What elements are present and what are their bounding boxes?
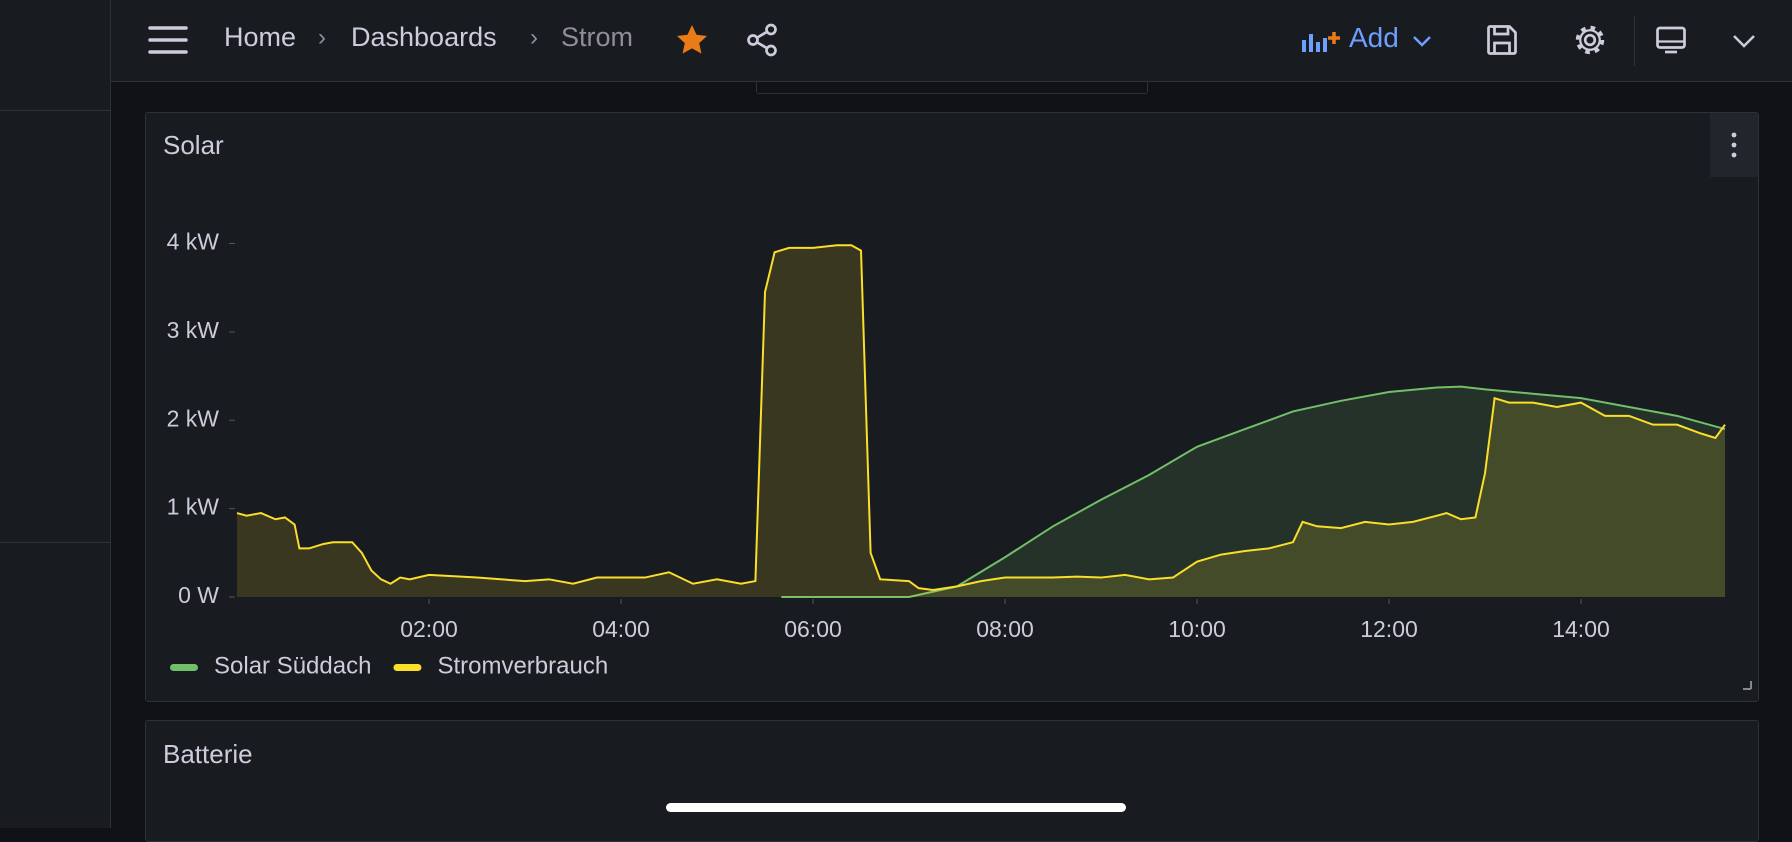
panel-menu[interactable]: [1710, 113, 1758, 177]
legend-label: Solar Süddach: [214, 652, 371, 679]
x-tick-label: 10:00: [1168, 616, 1226, 642]
legend-label: Stromverbrauch: [437, 652, 608, 679]
side-menu: [0, 0, 111, 828]
panel-title: Solar: [163, 130, 224, 160]
divider: [1634, 16, 1635, 66]
series-line: [781, 385, 1726, 598]
panel-title: Batterie: [163, 739, 253, 769]
top-bar: Home › Dashboards › Strom Add: [111, 0, 1792, 82]
panel: Solar: [145, 112, 1759, 702]
tv-mode-icon[interactable]: [1653, 22, 1689, 58]
area-fill: [237, 245, 1725, 598]
divider: [0, 542, 110, 543]
menu-dots: [1731, 132, 1737, 158]
x-tick-label: 14:00: [1552, 616, 1610, 642]
add-icon[interactable]: [1300, 26, 1340, 56]
panel: Batterie: [145, 720, 1759, 842]
y-tick-label: 0 W: [178, 582, 219, 608]
breadcrumb[interactable]: Home: [224, 22, 297, 52]
chevron-icon[interactable]: [1411, 30, 1433, 52]
settings-icon[interactable]: [1572, 22, 1608, 58]
y-tick-label: 4 kW: [167, 229, 220, 255]
x-tick-label: 02:00: [400, 616, 458, 642]
menu-button[interactable]: [147, 24, 189, 56]
breadcrumb: Strom: [561, 22, 634, 52]
star-icon[interactable]: [674, 22, 710, 58]
x-tick-label: 12:00: [1360, 616, 1418, 642]
divider: [0, 110, 110, 111]
resize-handle: [1743, 681, 1752, 690]
x-tick-label: 04:00: [592, 616, 650, 642]
separator: ›: [318, 24, 326, 51]
series-line: [236, 244, 1726, 591]
home-indicator: [666, 803, 1126, 812]
chevron-icon[interactable]: [1731, 30, 1757, 52]
y-tick-label: 1 kW: [167, 494, 220, 520]
add-button[interactable]: Add: [1349, 22, 1399, 53]
y-tick-label: 3 kW: [167, 317, 220, 343]
y-tick-label: 2 kW: [167, 405, 220, 431]
breadcrumb[interactable]: Dashboards: [351, 22, 497, 52]
legend-swatch: [170, 664, 198, 671]
separator: ›: [530, 24, 538, 51]
x-tick-label: 06:00: [784, 616, 842, 642]
share-icon[interactable]: [744, 22, 780, 58]
collapsed-row: [756, 82, 1148, 94]
x-tick-label: 08:00: [976, 616, 1034, 642]
legend-swatch: [393, 664, 422, 671]
save-icon[interactable]: [1484, 22, 1520, 58]
